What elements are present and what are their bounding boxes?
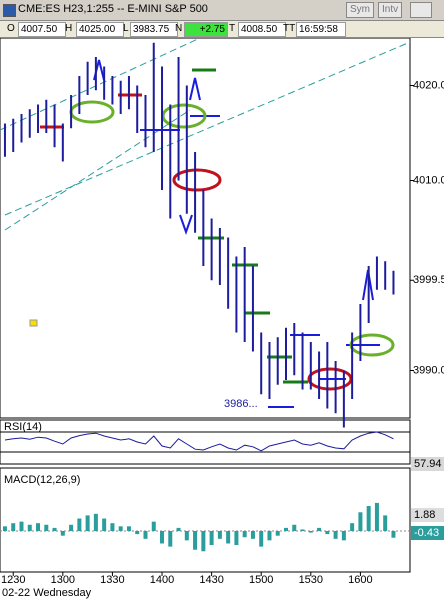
macd-bar: [118, 526, 123, 531]
macd-bar: [259, 531, 264, 547]
field-label: T: [229, 23, 236, 34]
macd-bar: [366, 506, 371, 531]
field-value: 4008.50: [238, 22, 286, 37]
readout-box: [411, 526, 444, 540]
x-tick-label: 1400: [150, 574, 174, 586]
macd-bar: [151, 521, 156, 531]
x-tick-label: 1230: [1, 574, 25, 586]
date-label: 02-22 Wednesday: [2, 587, 92, 599]
macd-bar: [126, 526, 131, 531]
y-tick-label: 4020.0: [413, 79, 444, 91]
macd-bar: [52, 527, 57, 531]
x-tick-label: 1600: [348, 574, 372, 586]
macd-bar: [333, 531, 338, 539]
readout-box: [411, 508, 444, 522]
x-tick-label: 1330: [100, 574, 124, 586]
field-label: TT: [283, 23, 296, 34]
price-panel: [0, 38, 411, 419]
macd-bar: [160, 531, 165, 544]
macd-bar: [176, 527, 181, 531]
macd-bar: [11, 523, 16, 531]
field-value: 16:59:58: [296, 22, 346, 37]
macd-bar: [242, 531, 247, 538]
icon: [3, 4, 16, 17]
macd-bar: [27, 524, 32, 531]
field-value: 4007.50: [18, 22, 66, 37]
macd-bar: [60, 531, 65, 536]
intv-button[interactable]: Intv: [378, 2, 403, 18]
rsi-readout: 57.94: [414, 458, 442, 470]
macd-bar: [317, 527, 322, 531]
macd-bar: [2, 526, 7, 531]
field-label: O: [7, 23, 15, 34]
macd-bar: [143, 531, 148, 539]
macd-bar: [217, 531, 222, 539]
macd-bar: [19, 521, 24, 531]
macd-bar: [85, 515, 90, 531]
macd-bar: [267, 531, 272, 541]
macd-bar: [234, 531, 239, 546]
macd-bar: [374, 502, 379, 531]
field-label: N: [175, 23, 183, 34]
marker: [29, 319, 38, 327]
macd-bar: [275, 531, 280, 536]
macd-bar: [209, 531, 214, 546]
macd-bar: [193, 531, 198, 550]
macd-bar: [250, 531, 255, 539]
rsi-title: RSI(14): [4, 421, 42, 433]
macd-bar: [44, 524, 49, 531]
field-value: +2.75: [184, 22, 228, 37]
field-value: 4025.00: [76, 22, 124, 37]
macd-bar: [284, 527, 289, 531]
x-tick-label: 1500: [249, 574, 273, 586]
macd-bar: [93, 513, 98, 531]
macd-bar: [135, 531, 140, 535]
window-button[interactable]: [410, 2, 432, 18]
macd-bar: [201, 531, 206, 552]
macd-bar: [358, 512, 363, 531]
macd-bar: [184, 531, 189, 541]
macd-bar: [341, 531, 346, 541]
rsi-panel: [0, 419, 411, 465]
macd-bar: [350, 523, 355, 531]
title-bar: CME:ES H23,1:255 -- E-MINI S&P 500 Sym I…: [0, 0, 444, 21]
annotation: 3986...: [224, 398, 258, 410]
field-label: L: [123, 23, 129, 34]
sym-button[interactable]: Sym: [346, 2, 374, 18]
macd-bar: [110, 523, 115, 531]
macd-bar: [308, 531, 313, 533]
y-tick-label: 3990.0: [413, 364, 444, 376]
macd-bar: [383, 515, 388, 531]
macd-bar: [168, 531, 173, 547]
field-value: 3983.75: [130, 22, 178, 37]
macd-bar: [69, 524, 74, 531]
hist-readout: -0.43: [414, 527, 439, 539]
macd-bar: [102, 518, 107, 531]
macd-bar: [77, 518, 82, 531]
y-tick-label: 4010.0: [413, 174, 444, 186]
macd-bar: [36, 523, 41, 531]
quote-bar: O 4007.50 H 4025.00 L 3983.75 N +2.75 T …: [0, 21, 444, 38]
field-label: H: [65, 23, 73, 34]
x-tick-label: 1530: [299, 574, 323, 586]
trend-lines: [0, 38, 411, 231]
macd-bar: [292, 524, 297, 531]
macd-bar: [325, 531, 330, 535]
x-tick-label: 1430: [199, 574, 223, 586]
x-tick-label: 1300: [51, 574, 75, 586]
macd-bar: [300, 529, 305, 531]
macd-panel: [0, 467, 411, 573]
macd-readout: 1.88: [414, 509, 435, 521]
macd-bar: [391, 531, 396, 538]
macd-title: MACD(12,26,9): [4, 474, 80, 486]
window-title: CME:ES H23,1:255 -- E-MINI S&P 500: [18, 3, 208, 15]
readout-box: [411, 457, 444, 471]
chart: 3986... RSI(14) MACD(12,26,9) 57.94 1.88…: [0, 38, 444, 599]
y-tick-label: 3999.5: [413, 274, 444, 286]
macd-bar: [226, 531, 231, 544]
rsi-line: [4, 431, 394, 452]
